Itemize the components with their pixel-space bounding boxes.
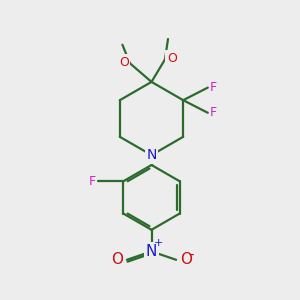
Text: N: N xyxy=(146,244,157,259)
Text: N: N xyxy=(146,148,157,162)
Text: -: - xyxy=(188,247,194,262)
Text: +: + xyxy=(153,238,163,248)
Text: O: O xyxy=(119,56,129,69)
Text: F: F xyxy=(210,106,217,119)
Text: F: F xyxy=(88,175,95,188)
Text: O: O xyxy=(167,52,177,65)
Text: O: O xyxy=(111,252,123,267)
Text: O: O xyxy=(180,252,192,267)
Text: F: F xyxy=(210,81,217,94)
